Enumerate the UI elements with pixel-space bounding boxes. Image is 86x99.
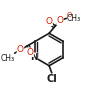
Text: N: N [30, 53, 38, 62]
Text: O: O [46, 17, 53, 26]
Text: O: O [17, 45, 24, 54]
Text: Cl: Cl [47, 74, 57, 84]
Text: O: O [57, 16, 64, 25]
Text: CH₃: CH₃ [0, 54, 14, 63]
Text: O: O [67, 12, 72, 18]
Text: CH₃: CH₃ [67, 14, 81, 23]
Text: O: O [27, 48, 34, 57]
